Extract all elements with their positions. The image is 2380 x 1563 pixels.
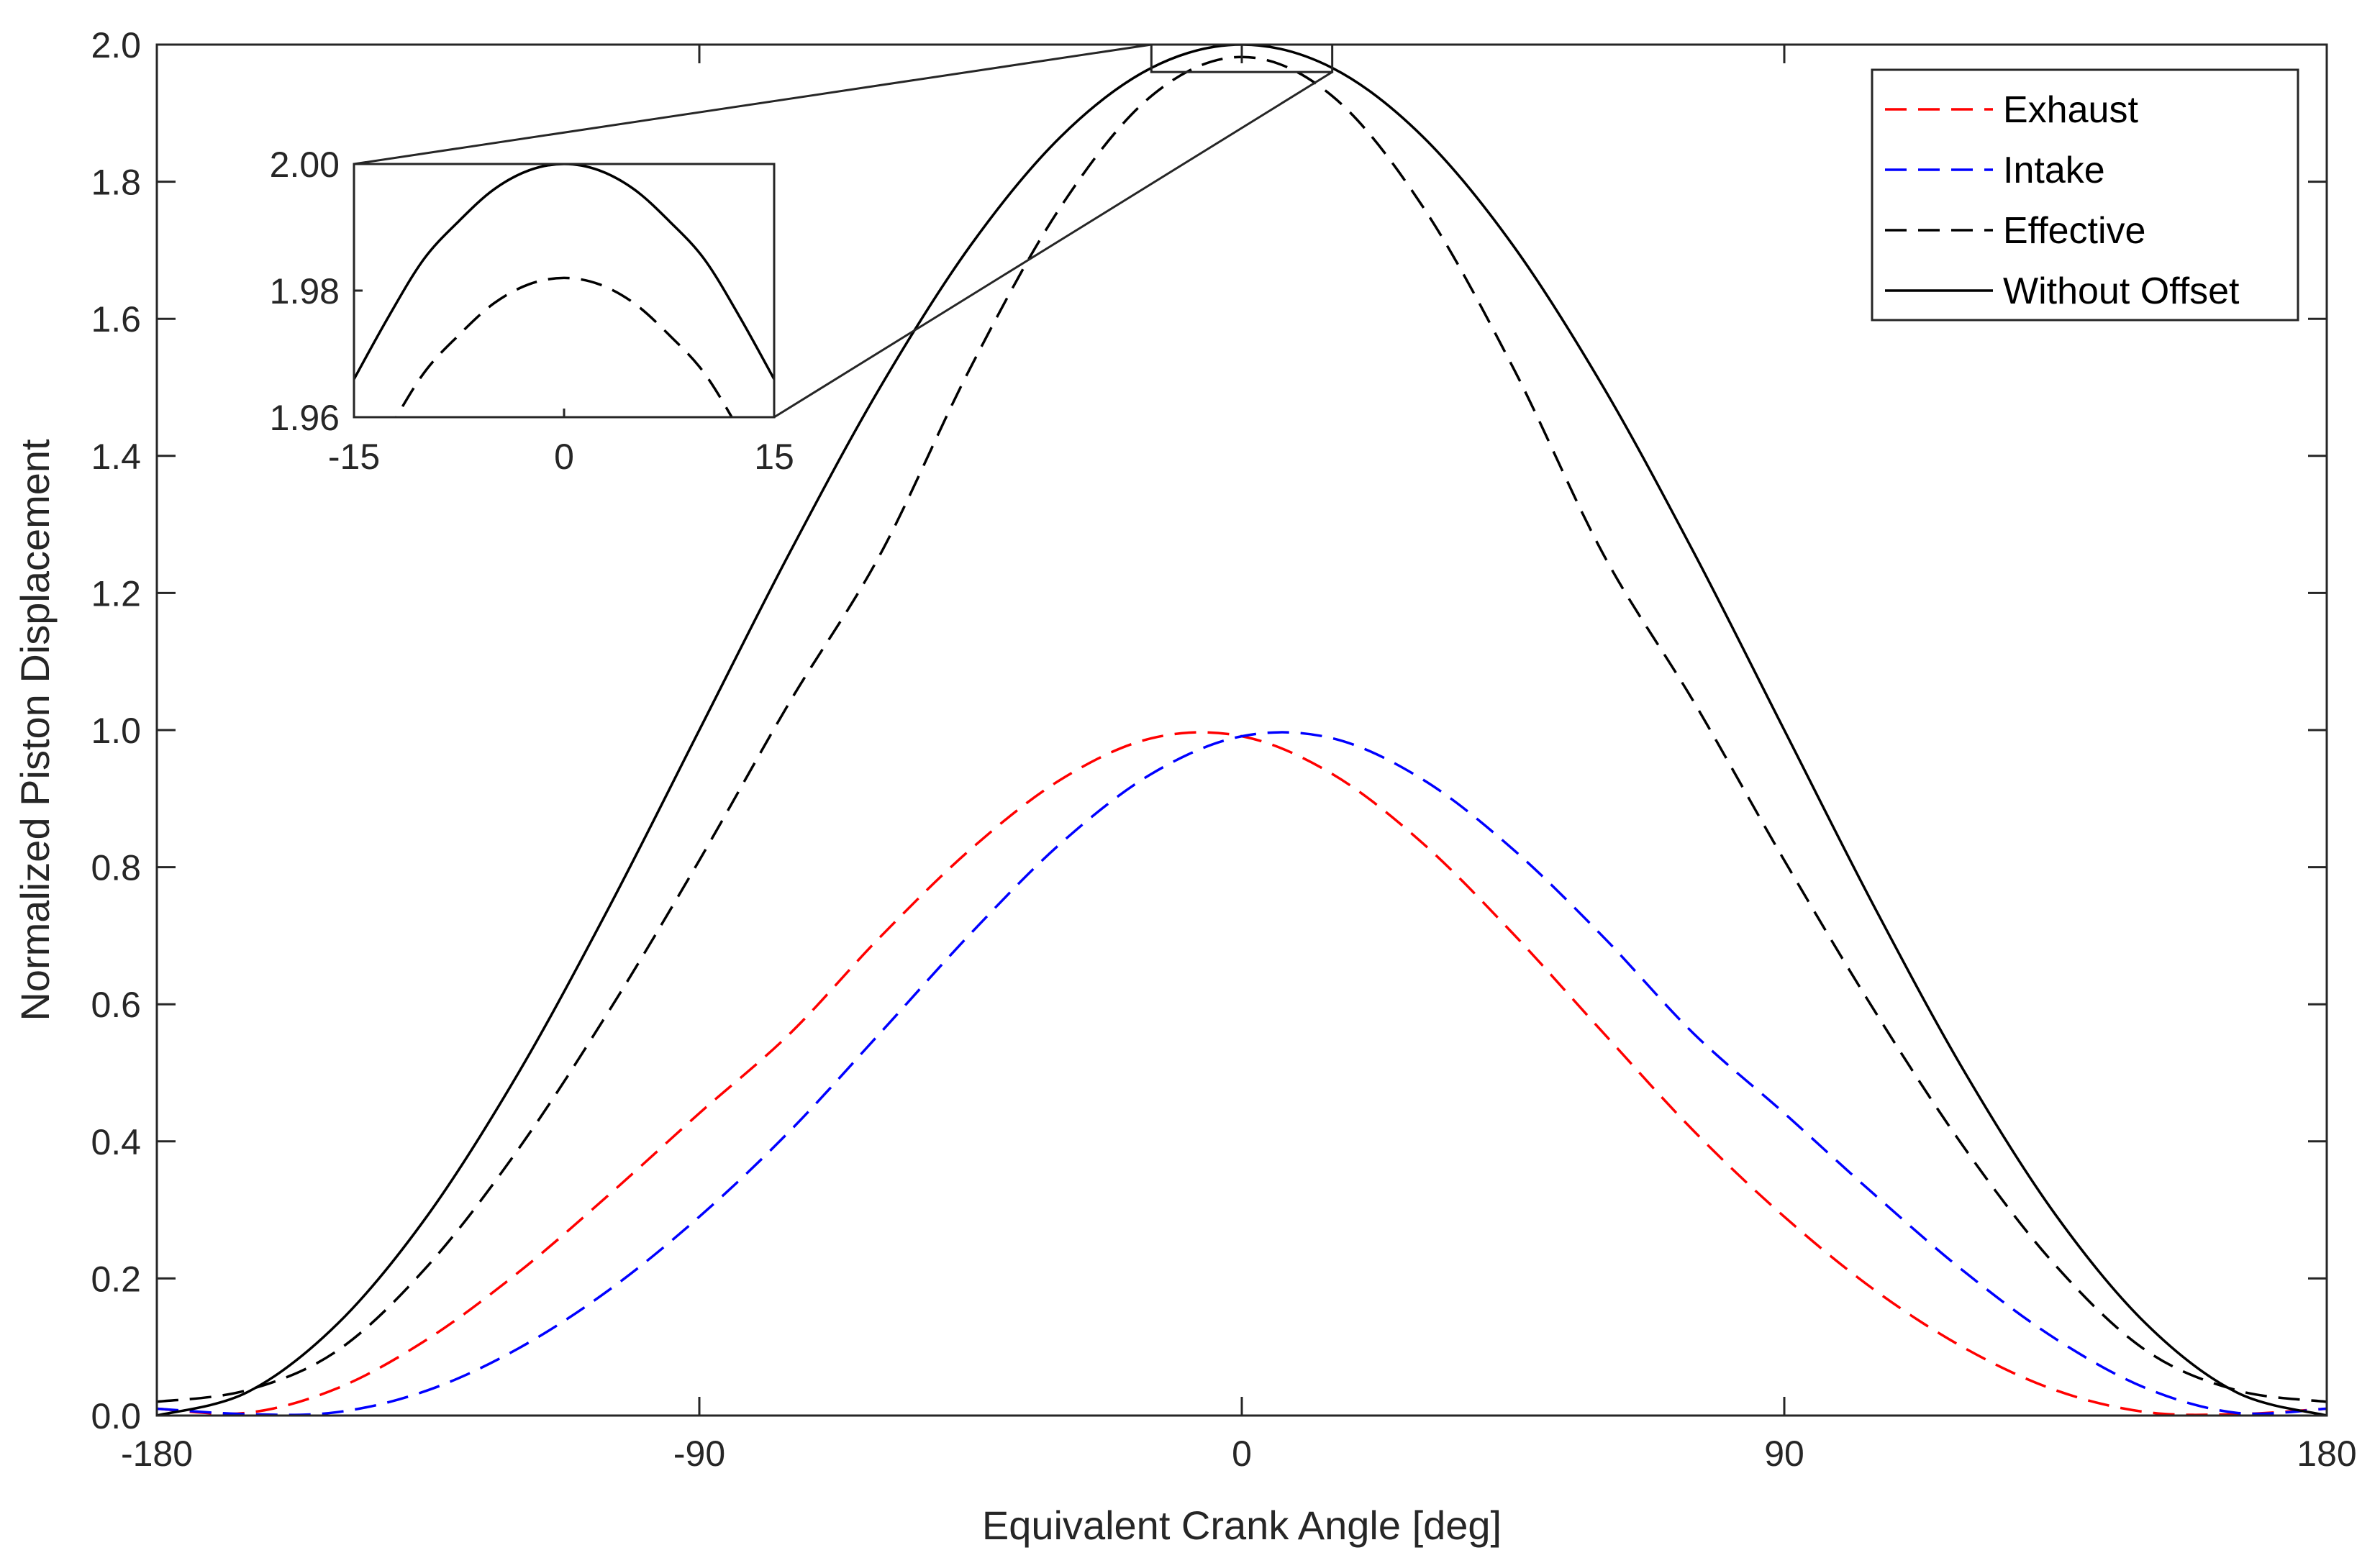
legend-label-exhaust: Exhaust [2003,89,2138,131]
y-tick-label: 1.4 [91,437,141,477]
zoom-indicator [353,43,1334,419]
y-tick-label: 1.0 [91,711,141,751]
legend: Exhaust Intake Effective Without Offset [1871,68,2299,322]
zoom-connector-bottom [773,70,1333,419]
zoom-box [1150,43,1334,73]
y-tick-label: 0.6 [91,985,141,1025]
inset-x-tick-label: -15 [328,437,380,477]
inset-frame [353,163,776,419]
inset-chart: -15 0 15 1.96 1.98 2.00 [270,145,794,477]
inset-background [354,164,774,417]
y-tick-label: 0.4 [91,1122,141,1162]
zoom-connector-top [353,43,1152,165]
legend-label-intake: Intake [2003,150,2105,191]
y-tick-label: 0.8 [91,848,141,888]
y-tick-label: 2.0 [91,25,141,65]
inset-ticks: -15 0 15 1.96 1.98 2.00 [270,145,794,477]
y-tick-label: 1.2 [91,573,141,614]
y-tick-label: 1.6 [91,299,141,340]
inset-x-tick-label: 0 [554,437,574,477]
inset-y-tick-label: 2.00 [270,145,340,185]
inset-series [354,164,774,417]
y-tick-label: 0.0 [91,1396,141,1436]
inset-y-tick-label: 1.96 [270,398,340,438]
series-line-without-offset [157,45,2327,1416]
x-tick-label: -180 [121,1434,193,1474]
y-tick-label: 1.8 [91,163,141,203]
legend-label-without-offset: Without Offset [2003,270,2240,312]
inset-series-line-effective [394,276,734,417]
legend-box [1871,68,2299,322]
x-tick-label: 0 [1232,1434,1252,1474]
legend-label-effective: Effective [2003,210,2145,252]
inset-series-line-without-offset [354,164,774,381]
inset-x-tick-label: 15 [754,437,794,477]
x-axis-label: Equivalent Crank Angle [deg] [982,1503,1502,1548]
series-line-intake [157,731,2327,1416]
x-tick-label: 180 [2297,1434,2356,1474]
y-axis-label: Normalized Piston Displacement [12,439,58,1021]
main-ticks: -180 -90 0 90 180 0.0 0.2 0.4 0.6 0.8 1.0 1.2 1.4 1.6… [91,25,2356,1474]
y-tick-label: 0.2 [91,1259,141,1299]
x-tick-label: 90 [1764,1434,1804,1474]
x-tick-label: -90 [673,1434,725,1474]
inset-y-tick-label: 1.98 [270,271,340,311]
